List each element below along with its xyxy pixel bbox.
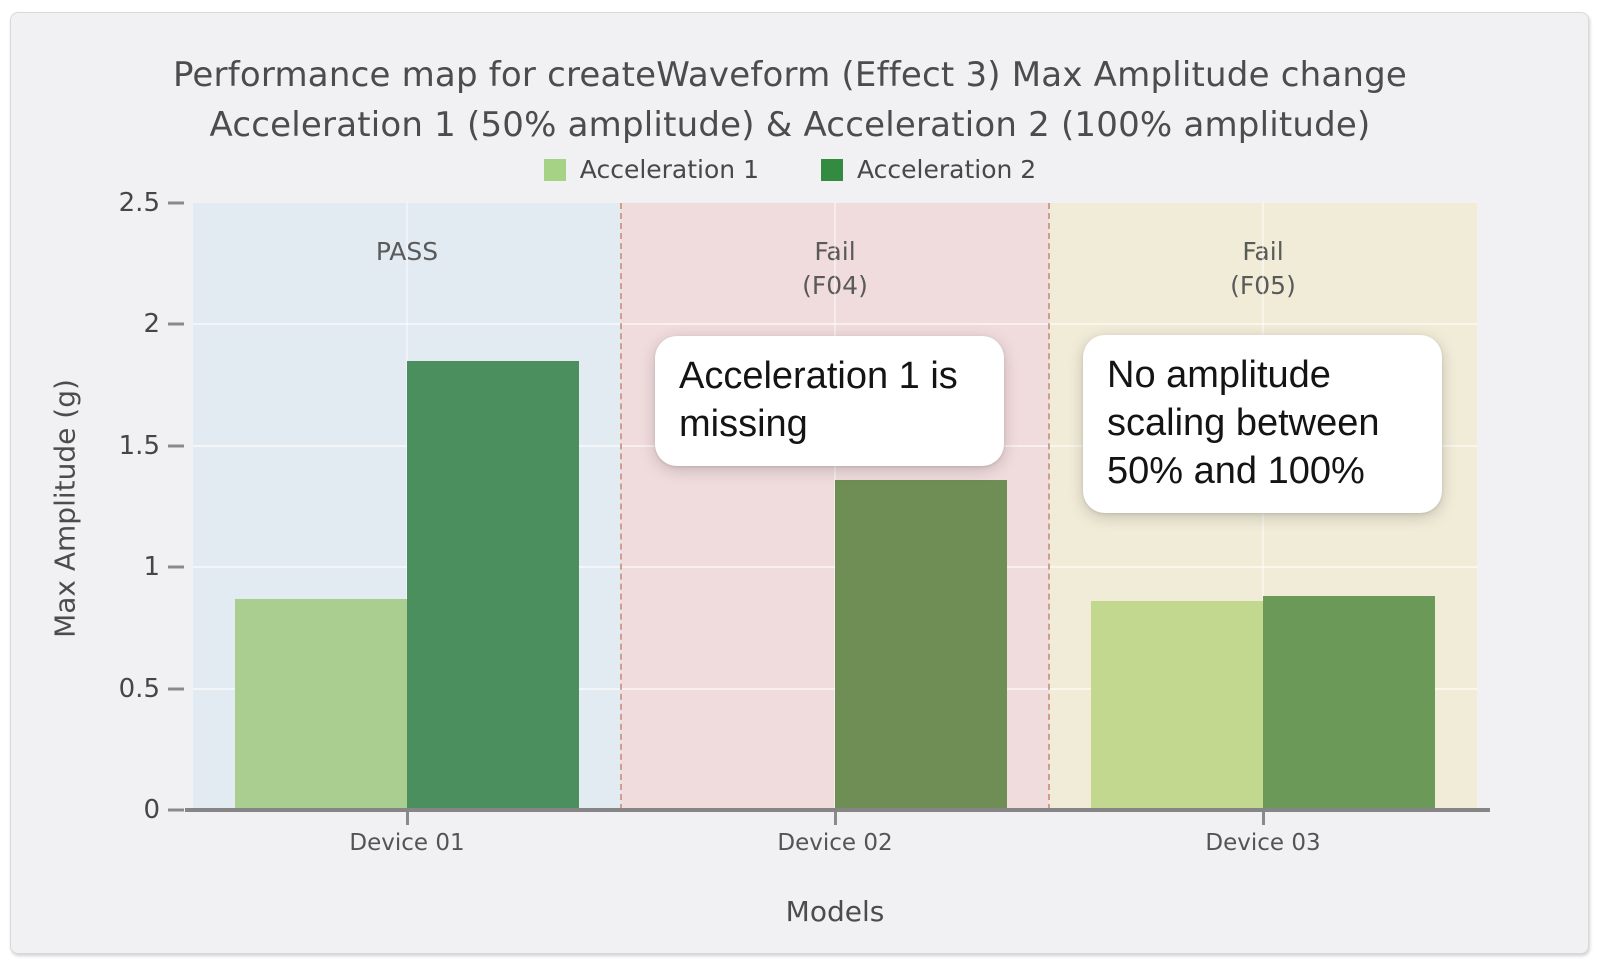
y-tick-label-1.5: 1.5 (118, 430, 160, 461)
region-separator-1 (620, 203, 622, 810)
x-tick-mark-3 (1261, 812, 1265, 825)
bar-device01-series2[interactable] (407, 360, 579, 810)
region-label: Fail (F05) (1049, 235, 1477, 303)
x-tick-label-3: Device 03 (1205, 830, 1321, 856)
region-label: PASS (193, 235, 621, 269)
annotation-callout-2: No amplitude scaling between 50% and 100… (1083, 335, 1442, 513)
region-label-line: Fail (814, 237, 856, 266)
x-axis-title: Models (785, 895, 885, 928)
x-tick-mark-1 (405, 812, 409, 825)
y-tick-label-1: 1 (143, 552, 160, 583)
y-tick-mark-1 (168, 565, 184, 569)
y-tick-mark-2.5 (168, 201, 184, 205)
y-axis-title: Max Amplitude (g) (48, 379, 82, 638)
bar-device03-series1[interactable] (1091, 601, 1263, 810)
y-tick-label-0: 0 (143, 795, 160, 825)
y-tick-label-0.5: 0.5 (118, 673, 160, 704)
legend-swatch-icon (821, 158, 843, 181)
x-tick-label-2: Device 02 (777, 830, 893, 856)
legend: Acceleration 1 Acceleration 2 (0, 155, 1580, 184)
chart-title-line2: Acceleration 1 (50% amplitude) & Acceler… (209, 105, 1371, 145)
y-tick-mark-0 (168, 808, 184, 812)
bar-device01-series1[interactable] (235, 598, 407, 810)
x-tick-label-1: Device 01 (349, 830, 465, 856)
region-label-line: PASS (375, 237, 439, 266)
annotation-callout-1: Acceleration 1 is missing (655, 336, 1004, 466)
plot-area: PASS Fail (F04) Fail (F05) Acceleration 1 is … (193, 203, 1477, 810)
gridline-y-2 (193, 323, 1477, 326)
legend-label: Acceleration 2 (857, 155, 1037, 184)
legend-item-2[interactable]: Acceleration 2 (821, 155, 1036, 184)
region-label: Fail (F04) (621, 235, 1049, 303)
chart-title-line1: Performance map for createWaveform (Effe… (172, 55, 1408, 95)
legend-label: Acceleration 1 (579, 155, 759, 184)
x-axis-line (185, 808, 1490, 812)
legend-swatch-icon (543, 158, 566, 181)
y-tick-label-2: 2 (143, 309, 160, 340)
region-separator-2 (1048, 203, 1050, 810)
chart-title: Performance map for createWaveform (Effe… (0, 50, 1580, 150)
legend-item-1[interactable]: Acceleration 1 (543, 155, 759, 184)
region-label-line: (F05) (1230, 271, 1296, 300)
bar-device03-series2[interactable] (1263, 596, 1435, 810)
region-label-line: Fail (1242, 237, 1284, 266)
region-label-line: (F04) (802, 271, 868, 300)
y-tick-mark-0.5 (168, 687, 184, 691)
bar-device02-series2[interactable] (835, 479, 1007, 810)
x-tick-mark-2 (833, 812, 837, 825)
y-tick-mark-1.5 (168, 444, 184, 448)
y-tick-mark-2 (168, 322, 184, 326)
y-tick-label-2.5: 2.5 (118, 188, 160, 218)
